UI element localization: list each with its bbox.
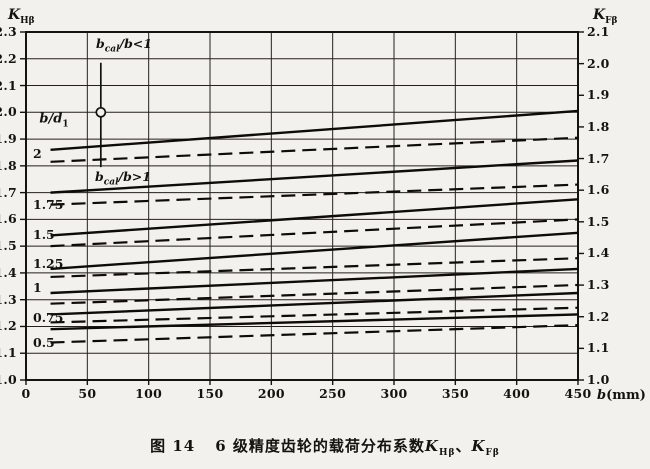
series-group-subscript: 1 (62, 119, 69, 130)
y-right-axis-subscript: Fβ (605, 15, 618, 26)
y-left-tick-label: 1.6 (0, 211, 17, 227)
y-left-axis-symbol: K (8, 7, 21, 23)
caption-kfb-subscript: Fβ (485, 448, 500, 458)
curve-dashed-b-d1-1.75 (50, 183, 579, 206)
y-left-tick-label: 1.0 (0, 371, 17, 387)
y-right-axis-title: KFβ (593, 8, 618, 26)
y-left-tick-label: 1.3 (0, 291, 17, 307)
curve-solid-b-d1-1.5 (50, 198, 579, 237)
y-right-tick-label: 1.0 (587, 371, 610, 387)
y-right-tick-label: 1.7 (587, 150, 610, 166)
y-left-tick-label: 2.3 (0, 23, 17, 39)
x-tick-label: 250 (319, 385, 347, 401)
curve-solid-b-d1-1 (50, 267, 579, 295)
caption-separator: 、 (455, 437, 472, 455)
figure-caption: 图 14 6 级精度齿轮的载荷分布系数KHβ、KFβ (0, 435, 650, 458)
y-right-tick-label: 2.1 (587, 23, 610, 39)
curve-solid-b-d1-1.75 (50, 159, 579, 194)
annotation-circle-marker (95, 106, 107, 118)
series-group-symbol: b/d (39, 111, 63, 127)
annotation-top-subscript: cal (104, 44, 120, 55)
caption-text: 6 级精度齿轮的载荷分布系数 (215, 437, 425, 455)
plot-frame (25, 31, 579, 381)
caption-khb-subscript: Hβ (438, 448, 456, 458)
curve-ratio-label-0.5: 0.5 (33, 334, 55, 350)
x-tick-label: 200 (257, 385, 285, 401)
x-tick-label: 100 (135, 385, 163, 401)
y-right-tick-label: 1.5 (587, 213, 610, 229)
curve-solid-b-d1-0.5 (50, 313, 579, 331)
y-left-tick-label: 1.1 (0, 344, 17, 360)
curve-ratio-label-1.5: 1.5 (33, 227, 55, 243)
curve-solid-b-d1-1.25 (50, 231, 579, 271)
plot-canvas (20, 31, 584, 385)
y-left-tick-label: 1.7 (0, 184, 17, 200)
annotation-top-symbol: b (96, 35, 105, 51)
x-tick-label: 450 (564, 385, 592, 401)
annotation-bcal-over-b-gt-1: bcal/b>1 (95, 168, 151, 188)
y-right-tick-label: 2.0 (587, 55, 610, 71)
y-right-tick-label: 1.6 (587, 181, 610, 197)
y-left-tick-label: 2.2 (0, 50, 17, 66)
annotation-bottom-rest: /b>1 (118, 168, 151, 184)
y-right-tick-label: 1.9 (587, 87, 610, 103)
x-tick-label: 150 (196, 385, 224, 401)
y-right-tick-label: 1.1 (587, 340, 610, 356)
y-right-tick-label: 1.8 (587, 118, 610, 134)
y-left-axis-title: KHβ (8, 8, 35, 26)
x-axis-symbol: b (597, 388, 607, 403)
y-right-tick-label: 1.3 (587, 276, 610, 292)
curve-dashed-b-d1-1.5 (50, 218, 579, 248)
series-group-label: b/d1 (39, 113, 68, 130)
figure-number: 图 14 (150, 437, 196, 455)
curve-ratio-label-1: 1 (33, 279, 42, 295)
y-left-tick-label: 1.9 (0, 130, 17, 146)
y-left-tick-label: 1.8 (0, 157, 17, 173)
x-tick-label: 350 (441, 385, 469, 401)
curve-dashed-b-d1-1.25 (50, 257, 579, 279)
curve-solid-b-d1-0.75 (50, 291, 579, 316)
chart-area: KHβ KFβ b(mm) bcal/b<1 bcal/b>1 b/d1 0 50… (0, 8, 646, 402)
y-left-tick-label: 1.2 (0, 318, 17, 334)
y-right-tick-label: 1.4 (587, 245, 610, 261)
y-right-tick-label: 1.2 (587, 308, 610, 324)
annotation-top-rest: /b<1 (119, 35, 152, 51)
x-tick-label: 400 (503, 385, 531, 401)
annotation-bcal-over-b-lt-1: bcal/b<1 (96, 35, 152, 55)
y-left-axis-subscript: Hβ (20, 15, 35, 26)
x-axis-title: b(mm) (597, 389, 646, 402)
curve-ratio-label-2: 2 (33, 145, 42, 161)
x-tick-label: 0 (21, 385, 31, 401)
y-left-tick-label: 2.1 (0, 77, 17, 93)
caption-khb-symbol: K (424, 437, 439, 455)
curve-dashed-b-d1-2 (50, 136, 579, 163)
curve-dashed-b-d1-1 (50, 283, 579, 305)
annotation-bottom-subscript: cal (103, 177, 119, 188)
y-left-tick-label: 2.0 (0, 104, 17, 120)
x-tick-label: 300 (380, 385, 408, 401)
curve-dashed-b-d1-0.5 (50, 324, 579, 344)
y-left-tick-label: 1.4 (0, 264, 17, 280)
y-right-axis-symbol: K (593, 7, 606, 23)
curve-dashed-b-d1-0.75 (50, 306, 579, 324)
caption-kfb-symbol: K (471, 437, 486, 455)
x-axis-unit: (mm) (606, 388, 646, 403)
curve-solid-b-d1-2 (50, 109, 579, 151)
x-tick-label: 50 (78, 385, 97, 401)
curve-ratio-label-0.75: 0.75 (33, 310, 64, 326)
y-left-tick-label: 1.5 (0, 237, 17, 253)
curve-ratio-label-1.75: 1.75 (33, 196, 64, 212)
annotation-bottom-symbol: b (95, 168, 104, 184)
curve-ratio-label-1.25: 1.25 (33, 255, 64, 271)
